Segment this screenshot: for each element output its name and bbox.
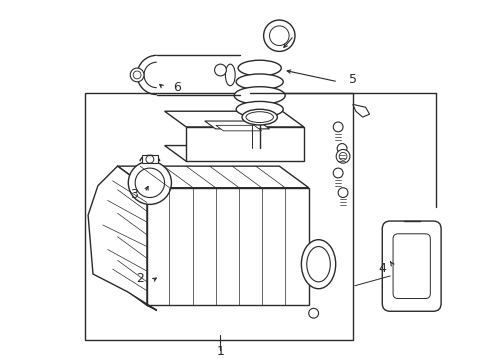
Polygon shape	[88, 166, 157, 310]
Text: 3: 3	[130, 188, 138, 201]
Polygon shape	[186, 127, 303, 161]
Bar	[85, 93, 352, 340]
Circle shape	[269, 26, 288, 45]
Circle shape	[332, 168, 343, 178]
Ellipse shape	[236, 74, 283, 90]
Ellipse shape	[225, 64, 235, 86]
Polygon shape	[117, 166, 146, 305]
Circle shape	[133, 71, 141, 79]
Circle shape	[128, 161, 171, 204]
Text: 5: 5	[348, 73, 356, 86]
Polygon shape	[215, 125, 261, 131]
Polygon shape	[117, 166, 308, 188]
Circle shape	[339, 152, 346, 160]
Text: 1: 1	[216, 345, 224, 358]
Circle shape	[135, 168, 164, 198]
Circle shape	[214, 64, 226, 76]
FancyBboxPatch shape	[382, 221, 440, 311]
Polygon shape	[352, 104, 369, 117]
Polygon shape	[164, 111, 303, 127]
Polygon shape	[164, 145, 303, 161]
Text: 6: 6	[173, 81, 181, 94]
Ellipse shape	[301, 240, 335, 289]
Ellipse shape	[234, 87, 285, 104]
Text: 4: 4	[378, 262, 386, 275]
Ellipse shape	[242, 109, 277, 125]
Ellipse shape	[306, 247, 329, 282]
Ellipse shape	[245, 112, 273, 122]
Circle shape	[336, 149, 349, 163]
Bar	[142, 156, 158, 163]
Circle shape	[338, 188, 347, 198]
Ellipse shape	[236, 102, 283, 117]
Circle shape	[337, 144, 346, 153]
Circle shape	[263, 20, 294, 51]
Circle shape	[130, 68, 143, 82]
Text: 2: 2	[136, 273, 143, 285]
Polygon shape	[204, 121, 269, 129]
FancyBboxPatch shape	[392, 234, 429, 298]
Ellipse shape	[238, 60, 281, 76]
Circle shape	[332, 122, 343, 132]
Polygon shape	[146, 188, 308, 305]
